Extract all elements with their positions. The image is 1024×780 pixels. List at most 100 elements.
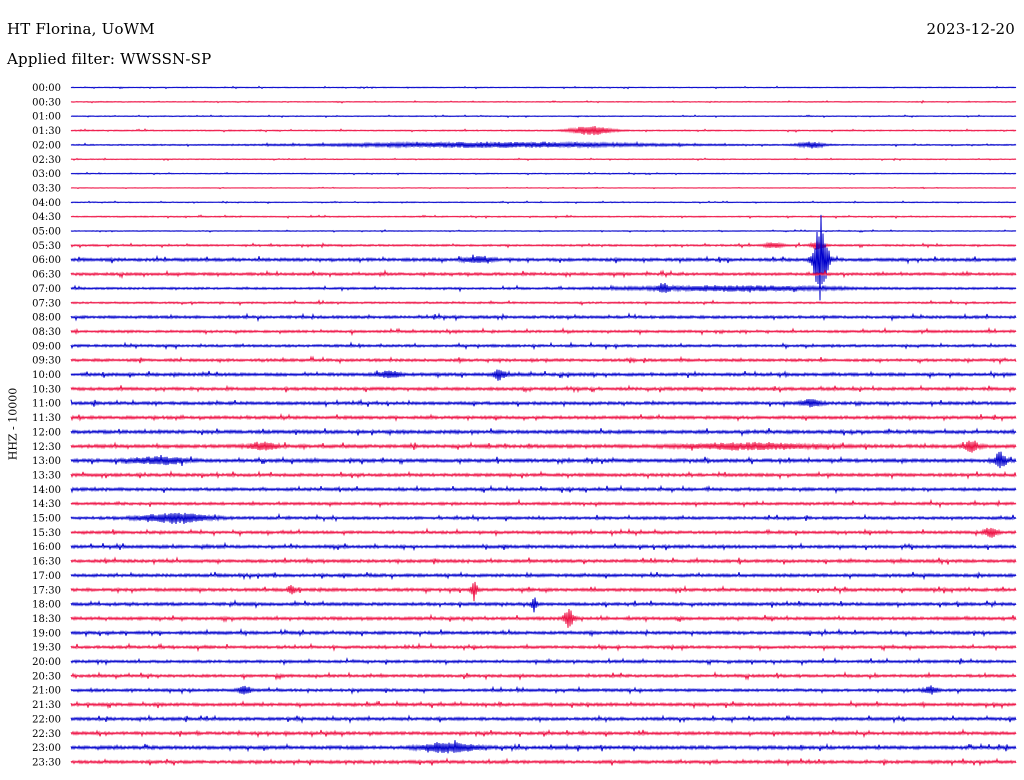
seismic-trace	[70, 498, 1017, 509]
row-time-label: 08:30	[32, 327, 61, 338]
row-time-label: 00:00	[32, 83, 61, 94]
seismic-trace	[70, 326, 1017, 337]
row-time-label: 01:00	[32, 112, 61, 123]
row-time-label: 09:00	[32, 341, 61, 352]
seismic-trace	[70, 597, 1017, 613]
seismic-trace	[70, 685, 1017, 695]
row-time-label: 02:30	[32, 155, 61, 166]
seismic-trace	[70, 714, 1017, 724]
seismic-trace	[70, 140, 1017, 149]
row-time-label: 07:00	[32, 284, 61, 295]
seismic-trace	[70, 99, 1017, 104]
seismic-trace	[70, 369, 1017, 381]
row-time-label: 21:30	[32, 700, 61, 711]
seismic-trace	[70, 229, 1017, 233]
row-time-label: 07:30	[32, 298, 61, 309]
seismic-traces	[70, 85, 1017, 767]
seismic-trace	[70, 527, 1017, 538]
row-time-label: 04:00	[32, 198, 61, 209]
seismic-trace	[70, 609, 1017, 628]
seismic-trace	[70, 740, 1017, 754]
row-time-label: 03:00	[32, 169, 61, 180]
seismic-trace	[70, 269, 1017, 279]
row-time-label: 04:30	[32, 212, 61, 223]
seismic-trace	[70, 384, 1017, 394]
row-time-label: 18:30	[32, 614, 61, 625]
seismic-trace	[70, 571, 1017, 581]
row-time-label: 11:30	[32, 413, 61, 424]
seismic-trace	[70, 312, 1017, 323]
seismic-trace	[70, 398, 1017, 408]
row-time-label: 22:30	[32, 729, 61, 740]
row-time-label: 18:00	[32, 600, 61, 611]
seismic-trace	[70, 85, 1017, 90]
seismic-trace	[70, 581, 1017, 602]
seismic-trace	[70, 114, 1017, 119]
row-time-label: 20:30	[32, 671, 61, 682]
row-time-label: 01:30	[32, 126, 61, 137]
row-time-label: 19:00	[32, 628, 61, 639]
seismic-trace	[70, 451, 1017, 469]
row-time-label: 00:30	[32, 97, 61, 108]
row-time-label: 14:00	[32, 485, 61, 496]
row-labels: 00:00 00:30 01:00 01:30 02:00 02:30 03:00 03:30…	[32, 83, 61, 768]
row-time-label: 19:30	[32, 643, 61, 654]
row-time-label: 10:30	[32, 384, 61, 395]
row-time-label: 13:00	[32, 456, 61, 467]
row-time-label: 20:00	[32, 657, 61, 668]
row-time-label: 05:00	[32, 227, 61, 238]
seismic-trace	[70, 427, 1017, 437]
station-title: HT Florina, UoWM	[7, 20, 155, 38]
seismic-trace	[70, 728, 1017, 739]
row-time-label: 10:00	[32, 370, 61, 381]
seismic-trace	[70, 642, 1017, 653]
row-time-label: 08:00	[32, 313, 61, 324]
row-time-label: 15:00	[32, 514, 61, 525]
seismic-trace	[70, 171, 1017, 176]
seismic-trace	[70, 282, 1017, 293]
seismic-trace	[70, 214, 1017, 220]
seismic-trace	[70, 484, 1017, 495]
row-time-label: 02:00	[32, 140, 61, 151]
row-time-label: 15:30	[32, 528, 61, 539]
seismic-trace	[70, 299, 1017, 307]
row-time-label: 16:30	[32, 557, 61, 568]
date-label: 2023-12-20	[926, 20, 1015, 38]
row-time-label: 06:30	[32, 270, 61, 281]
seismic-trace	[70, 355, 1017, 365]
seismic-trace	[70, 512, 1017, 525]
seismic-trace	[70, 240, 1017, 250]
row-time-label: 11:00	[32, 399, 61, 410]
seismic-trace	[70, 440, 1017, 453]
row-time-label: 14:30	[32, 499, 61, 510]
seismic-trace	[70, 757, 1017, 767]
row-time-label: 03:30	[32, 183, 61, 194]
seismic-trace	[70, 214, 1017, 301]
row-time-label: 23:30	[32, 757, 61, 768]
row-time-label: 12:30	[32, 442, 61, 453]
row-time-label: 17:30	[32, 585, 61, 596]
row-time-label: 21:00	[32, 686, 61, 697]
seismic-trace	[70, 556, 1017, 566]
seismic-trace	[70, 413, 1017, 422]
row-time-label: 06:00	[32, 255, 61, 266]
row-time-label: 13:30	[32, 470, 61, 481]
row-time-label: 09:30	[32, 356, 61, 367]
filter-label: Applied filter: WWSSN-SP	[7, 50, 212, 68]
seismic-trace	[70, 341, 1017, 351]
row-time-label: 12:00	[32, 427, 61, 438]
seismic-trace	[70, 200, 1017, 205]
row-time-label: 05:30	[32, 241, 61, 252]
seismic-trace	[70, 157, 1017, 162]
seismic-trace	[70, 699, 1017, 710]
seismic-trace	[70, 126, 1017, 136]
row-time-label: 23:00	[32, 743, 61, 754]
seismic-trace	[70, 470, 1017, 480]
seismic-trace	[70, 628, 1017, 638]
row-time-label: 16:00	[32, 542, 61, 553]
seismic-trace	[70, 671, 1017, 681]
row-time-label: 22:00	[32, 714, 61, 725]
row-time-label: 17:00	[32, 571, 61, 582]
seismic-trace	[70, 541, 1017, 552]
